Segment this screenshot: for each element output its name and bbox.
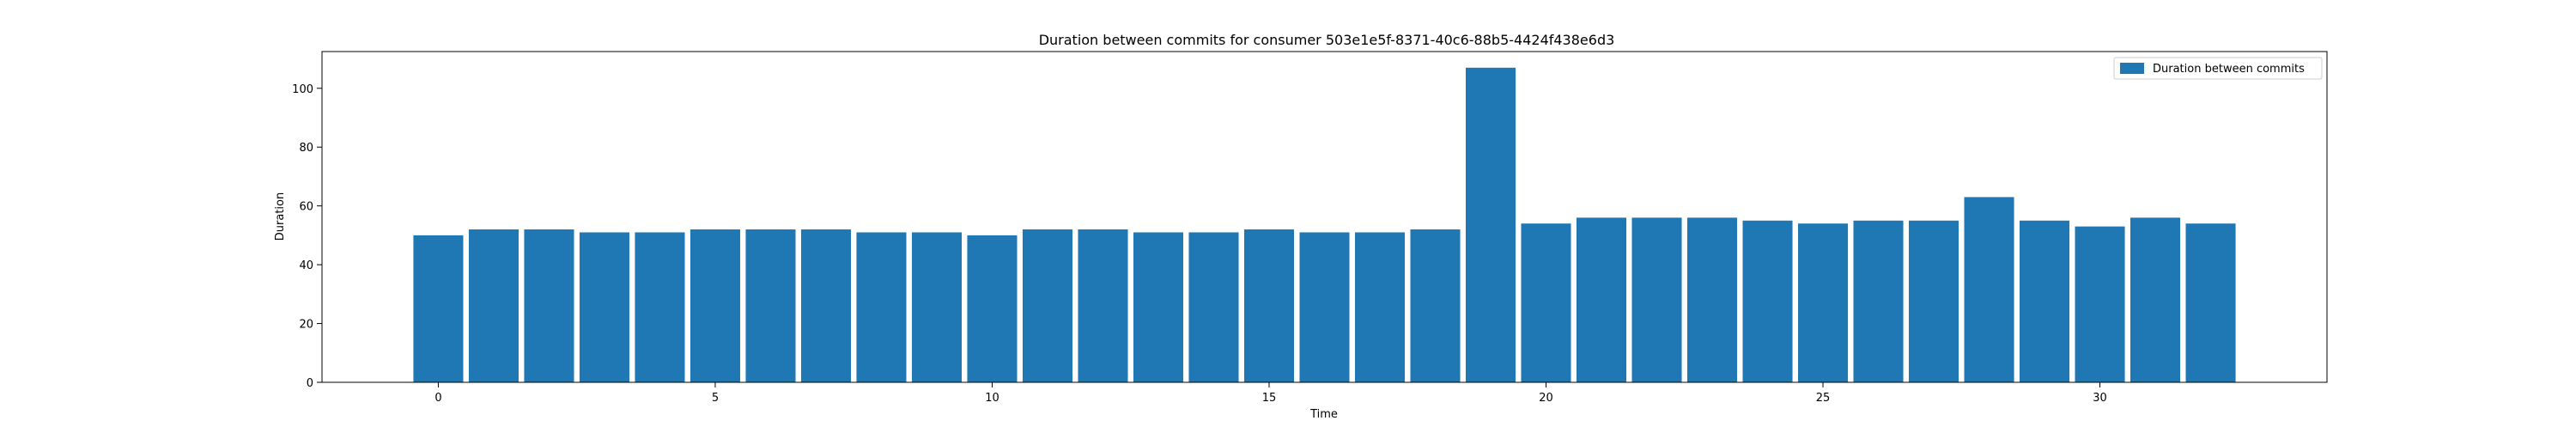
bar	[2130, 217, 2181, 382]
x-tick-label: 30	[2093, 392, 2107, 405]
bar	[856, 232, 907, 382]
bar	[911, 232, 962, 382]
legend-box	[2113, 57, 2323, 80]
bar	[690, 229, 740, 382]
bar	[1354, 232, 1406, 382]
bar	[413, 235, 464, 382]
bar	[1133, 232, 1184, 382]
bar	[2185, 223, 2236, 382]
bar	[2020, 220, 2070, 382]
bar	[1410, 229, 1461, 382]
legend-swatch	[2120, 63, 2144, 74]
y-tick-label: 40	[299, 259, 313, 272]
y-tick-label: 0	[307, 377, 313, 390]
bar	[579, 232, 629, 382]
y-tick-label: 20	[299, 319, 313, 332]
bar	[967, 235, 1018, 382]
y-axis-label: Duration	[274, 192, 287, 241]
bar	[1798, 223, 1849, 382]
bar	[1964, 197, 2014, 382]
bar	[1631, 217, 1682, 382]
bar	[468, 229, 519, 382]
bar	[1853, 220, 1904, 382]
x-tick-label: 20	[1539, 392, 1553, 405]
y-ticks-layer: 0 20 40 60 80 100	[292, 83, 322, 390]
legend: Duration between commits	[2113, 57, 2323, 80]
bar	[1243, 229, 1295, 382]
bar	[1465, 67, 1516, 382]
bar	[1078, 229, 1128, 382]
bar	[2075, 226, 2125, 382]
y-tick-label: 80	[299, 142, 313, 155]
bar	[1909, 220, 1959, 382]
bar	[1576, 217, 1627, 382]
x-tick-label: 5	[712, 392, 719, 405]
bar	[1299, 232, 1350, 382]
bar	[1022, 229, 1073, 382]
x-tick-label: 0	[434, 392, 441, 405]
bar	[1686, 217, 1738, 382]
y-tick-label: 100	[292, 83, 313, 96]
bar	[1188, 232, 1239, 382]
bar	[745, 229, 796, 382]
bars-layer	[413, 67, 2236, 382]
x-tick-label: 15	[1262, 392, 1277, 405]
x-tick-label: 10	[985, 392, 999, 405]
bar	[524, 229, 574, 382]
x-ticks-layer: 0 5 10 15 20 25 30	[434, 382, 2107, 405]
x-axis-label: Time	[1309, 408, 1338, 421]
legend-label: Duration between commits	[2153, 63, 2305, 76]
bar	[1742, 220, 1793, 382]
chart-title: Duration between commits for consumer 50…	[1039, 32, 1615, 48]
x-tick-label: 25	[1816, 392, 1831, 405]
y-tick-label: 60	[299, 201, 313, 214]
axes-frame	[321, 51, 2328, 383]
bar	[635, 232, 685, 382]
bar	[800, 229, 851, 382]
bar	[1521, 223, 1571, 382]
